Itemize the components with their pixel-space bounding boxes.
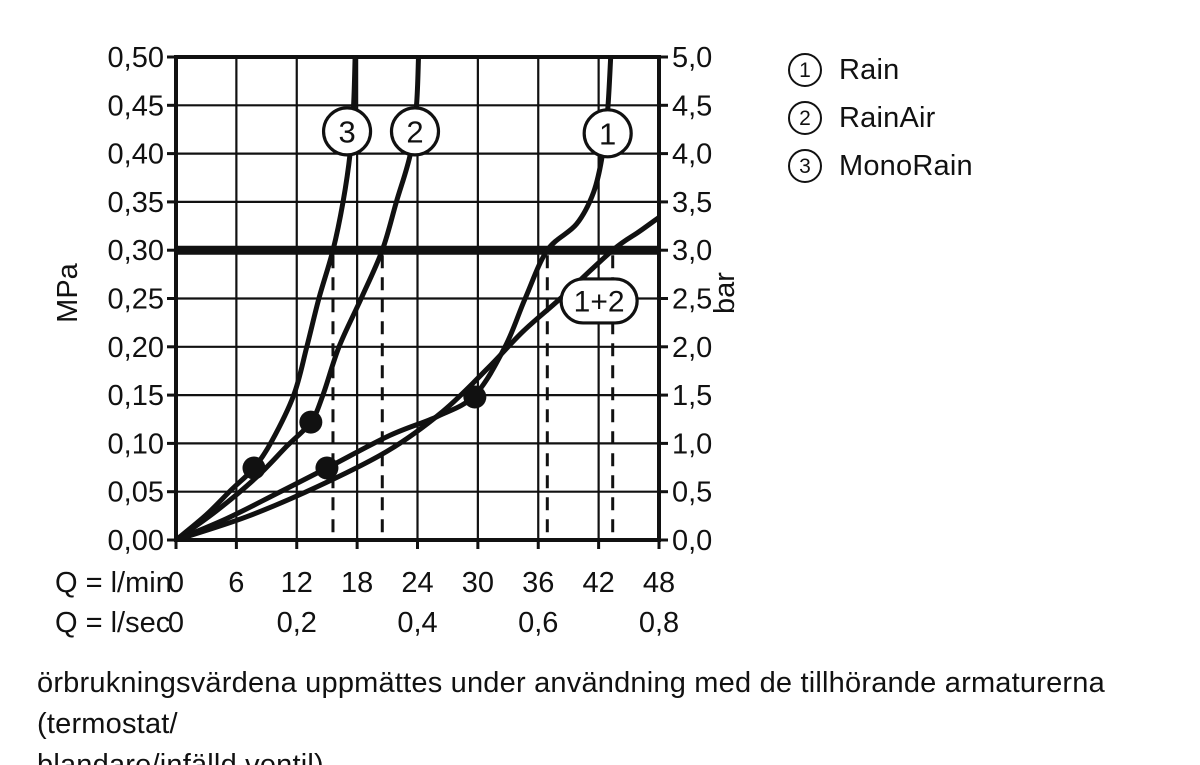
x-tick-label-lsec: 0,4 (397, 607, 437, 639)
y-right-tick-label: 4,0 (672, 139, 712, 171)
y-right-tick-label: 5,0 (672, 42, 712, 74)
legend-item-rain: 1 Rain (788, 46, 973, 94)
curve-label-text-2: 2 (406, 115, 423, 150)
circled-1-icon: 1 (788, 53, 822, 87)
y-left-tick-label: 0,35 (108, 187, 164, 219)
x-tick-label-lmin: 36 (522, 567, 554, 599)
y-right-tick-label: 3,0 (672, 235, 712, 267)
curve-label-badge-1 (582, 108, 633, 159)
y-right-axis-title: bar (709, 272, 741, 314)
curve-label-text-1+2: 1+2 (574, 286, 625, 319)
y-right-tick-label: 1,0 (672, 428, 712, 460)
y-left-tick-label: 0,30 (108, 235, 164, 267)
legend-label-monorain: MonoRain (839, 149, 973, 182)
y-left-tick-label: 0,50 (108, 42, 164, 74)
x-tick-label-lsec: 0 (168, 607, 184, 639)
curve-label-text-1: 1 (599, 116, 616, 151)
y-right-tick-label: 1,5 (672, 380, 712, 412)
caption-line-2: blandare/infälld ventil). (37, 749, 333, 765)
circled-2-icon: 2 (788, 101, 822, 135)
marker-dot-series-1 (463, 385, 487, 409)
x-tick-label-lsec: 0,2 (277, 607, 317, 639)
marker-dot-series-3 (242, 456, 266, 480)
curve-label-badge-3 (321, 106, 373, 157)
legend-label-rainair: RainAir (839, 101, 936, 134)
circled-3-icon: 3 (788, 149, 822, 183)
y-left-tick-label: 0,45 (108, 90, 164, 122)
x-tick-label-lmin: 6 (228, 567, 244, 599)
y-left-tick-label: 0,00 (108, 525, 164, 557)
y-right-tick-label: 0,5 (672, 477, 712, 509)
x-tick-label-lmin: 18 (341, 567, 373, 599)
x-tick-label-lmin: 24 (401, 567, 433, 599)
legend-item-monorain: 3 MonoRain (788, 142, 973, 190)
y-right-tick-label: 2,0 (672, 332, 712, 364)
y-right-tick-label: 4,5 (672, 90, 712, 122)
y-left-tick-label: 0,10 (108, 428, 164, 460)
x-tick-label-lmin: 48 (643, 567, 675, 599)
y-right-tick-label: 2,5 (672, 284, 712, 316)
x-tick-label-lmin: 30 (462, 567, 494, 599)
x-tick-label-lmin: 0 (168, 567, 184, 599)
y-left-tick-label: 0,20 (108, 332, 164, 364)
marker-dot-series-2 (299, 410, 323, 434)
y-right-tick-label: 0,0 (672, 525, 712, 557)
caption-line-1: örbrukningsvärdena uppmättes under använ… (37, 667, 1105, 740)
x-axis-label-lmin: Q = l/min (55, 567, 172, 599)
curve-1+2 (175, 214, 660, 541)
x-tick-label-lsec: 0,8 (639, 607, 679, 639)
x-tick-label-lmin: 12 (281, 567, 313, 599)
x-axis-label-lsec: Q = l/sec (55, 607, 170, 639)
y-left-tick-label: 0,25 (108, 284, 164, 316)
y-right-tick-label: 3,5 (672, 187, 712, 219)
y-left-axis-title: MPa (52, 262, 84, 323)
y-left-tick-label: 0,05 (108, 477, 164, 509)
x-tick-label-lsec: 0,6 (518, 607, 558, 639)
curve-label-badge-2 (389, 106, 441, 157)
x-tick-label-lmin: 42 (582, 567, 614, 599)
caption: örbrukningsvärdena uppmättes under använ… (37, 663, 1177, 765)
y-left-tick-label: 0,15 (108, 380, 164, 412)
legend-label-rain: Rain (839, 53, 900, 86)
legend: 1 Rain 2 RainAir 3 MonoRain (788, 46, 973, 190)
axis-ticks (167, 55, 668, 549)
curve-label-text-3: 3 (338, 115, 355, 150)
curve-label-badge-1+2 (559, 277, 639, 325)
y-left-tick-label: 0,40 (108, 139, 164, 171)
legend-item-rainair: 2 RainAir (788, 94, 973, 142)
marker-dot-series-1 (315, 456, 339, 480)
